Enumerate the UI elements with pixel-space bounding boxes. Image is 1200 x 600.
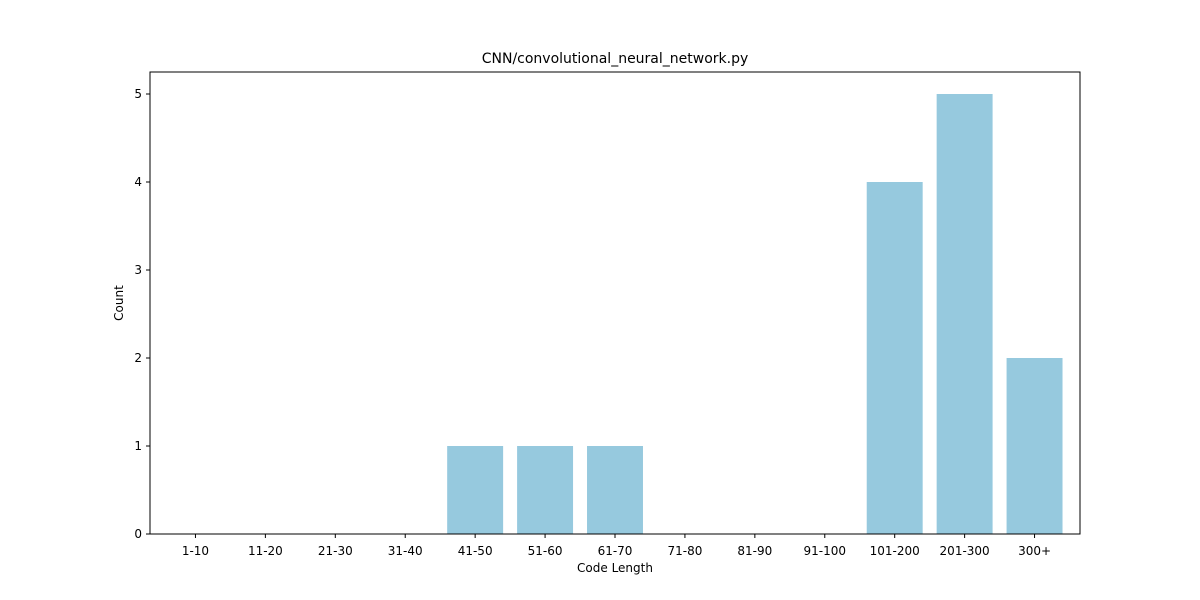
x-tick-label: 61-70	[598, 544, 633, 558]
x-tick-label: 201-300	[940, 544, 990, 558]
y-tick-label: 4	[134, 175, 142, 189]
bars-group	[447, 94, 1063, 534]
x-tick-label: 81-90	[737, 544, 772, 558]
bar-61-70	[587, 446, 643, 534]
x-tick-label: 51-60	[528, 544, 563, 558]
bar-101-200	[866, 182, 923, 534]
y-tick-label: 2	[134, 351, 142, 365]
y-tick-label: 5	[134, 87, 142, 101]
bar-51-60	[517, 446, 574, 534]
x-tick-label: 300+	[1018, 544, 1051, 558]
chart-title: CNN/convolutional_neural_network.py	[482, 51, 749, 67]
y-tick-label: 0	[134, 527, 142, 541]
x-tick-label: 41-50	[458, 544, 493, 558]
x-tick-label: 31-40	[388, 544, 423, 558]
x-tick-label: 1-10	[182, 544, 209, 558]
x-tick-label: 11-20	[248, 544, 283, 558]
x-tick-label: 21-30	[318, 544, 353, 558]
x-axis-ticks: 1-10 11-20 21-30 31-40 41-50 51-60 61-70 71-80 8…	[182, 534, 1051, 558]
y-axis-ticks: 0 1 2 3 4 5	[134, 87, 150, 541]
y-axis-label: Count	[112, 285, 126, 321]
x-tick-label: 91-100	[804, 544, 847, 558]
y-tick-label: 1	[134, 439, 142, 453]
bar-300+	[1006, 358, 1063, 534]
bar-201-300	[936, 94, 993, 534]
y-tick-label: 3	[134, 263, 142, 277]
x-tick-label: 71-80	[667, 544, 702, 558]
x-tick-label: 101-200	[870, 544, 920, 558]
bar-41-50	[447, 446, 504, 534]
plot-frame	[149, 71, 1081, 535]
x-axis-label: Code Length	[577, 561, 653, 575]
